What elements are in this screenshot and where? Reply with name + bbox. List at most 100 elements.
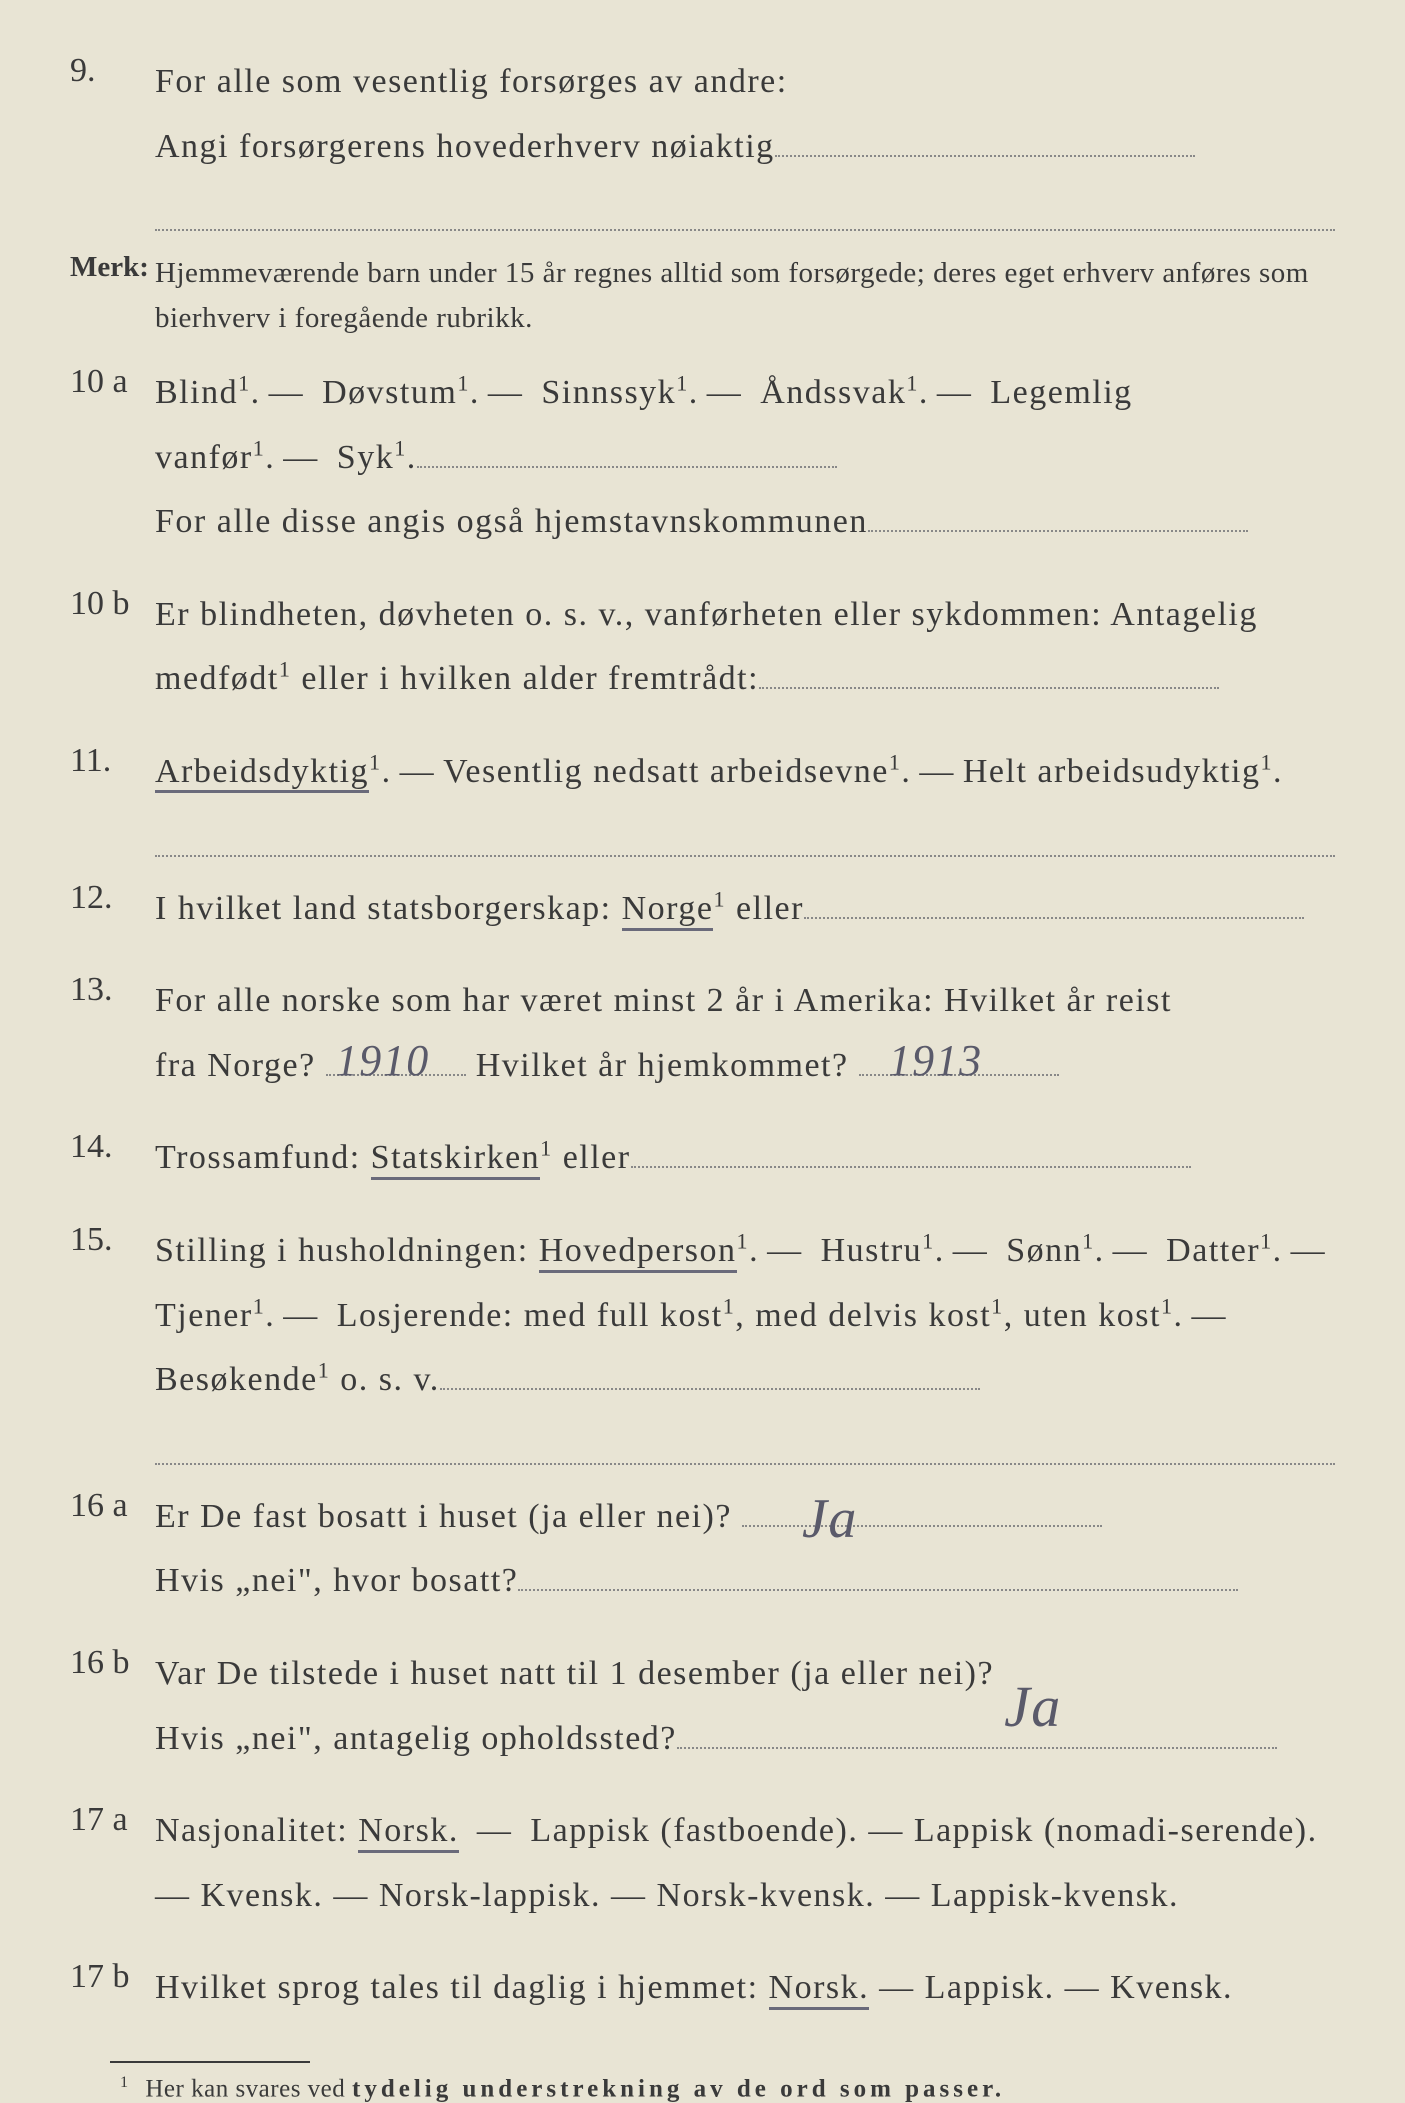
q16a-text2: Hvis „nei", hvor bosatt?	[155, 1562, 518, 1599]
opt-hustru: Hustru	[821, 1232, 923, 1269]
merk-label: Merk:	[70, 251, 155, 284]
q12-eller: eller	[726, 890, 804, 927]
q13-line2: fra Norge? 1910 Hvilket år hjemkommet? 1…	[155, 1034, 1335, 1099]
opt-dovstum: Døvstum	[322, 374, 457, 411]
opt-legemlig: Legemlig	[990, 374, 1132, 411]
q10a-line3-text: For alle disse angis også hjemstavnskomm…	[155, 503, 868, 540]
q16a-number: 16 a	[70, 1485, 155, 1525]
q10b-line2: medfødt1 eller i hvilken alder fremtrådt…	[155, 647, 1335, 712]
handwritten-year-left: 1910	[336, 1019, 430, 1103]
fill-line	[155, 833, 1335, 857]
question-13: 13. For alle norske som har været minst …	[70, 969, 1335, 1098]
q16b-line2: Hvis „nei", antagelig opholdssted?	[155, 1707, 1335, 1772]
fill-line	[677, 1708, 1277, 1749]
q9-number: 9.	[70, 50, 155, 90]
question-12: 12. I hvilket land statsborgerskap: Norg…	[70, 877, 1335, 942]
q13-content: For alle norske som har været minst 2 år…	[155, 969, 1335, 1098]
q10b-rest: eller i hvilken alder fremtrådt:	[291, 660, 759, 697]
opt-nedsatt: Vesentlig nedsatt arbeidsevne	[443, 753, 889, 790]
q11-number: 11.	[70, 740, 155, 780]
question-17b: 17 b Hvilket sprog tales til daglig i hj…	[70, 1956, 1335, 2021]
q12-number: 12.	[70, 877, 155, 917]
question-10b: 10 b Er blindheten, døvheten o. s. v., v…	[70, 583, 1335, 712]
fill-line	[155, 207, 1335, 231]
opt-udyktig: Helt arbeidsudyktig	[963, 753, 1261, 790]
fill-line	[804, 878, 1304, 919]
q15-number: 15.	[70, 1219, 155, 1259]
opt-vanfor: vanfør	[155, 439, 253, 476]
q13-number: 13.	[70, 969, 155, 1009]
opt-norsk-17a-selected: Norsk.	[358, 1812, 459, 1853]
fill-line	[868, 491, 1248, 532]
q17b-number: 17 b	[70, 1956, 155, 1996]
question-11: 11. Arbeidsdyktig1.—Vesentlig nedsatt ar…	[70, 740, 1335, 805]
q17b-text: Hvilket sprog tales til daglig i hjemmet…	[155, 1969, 769, 2006]
q14-text: Trossamfund:	[155, 1139, 371, 1176]
opt-norge-selected: Norge	[622, 890, 714, 931]
q14-content: Trossamfund: Statskirken1 eller	[155, 1126, 1335, 1191]
handwritten-ja-16b: Ja	[1004, 1652, 1062, 1762]
footnote-bold: tydelig understrekning av de ord som pas…	[352, 2075, 1005, 2102]
fill-line	[775, 116, 1195, 157]
q9-line2-wrap: Angi forsørgerens hovederhverv nøiaktig	[155, 115, 1335, 180]
fill-line: 1910	[326, 1035, 466, 1076]
q17a-number: 17 a	[70, 1799, 155, 1839]
opt-tjener: Tjener	[155, 1297, 253, 1334]
question-10a: 10 a Blind1.— Døvstum1.— Sinnssyk1.— Ånd…	[70, 361, 1335, 555]
merk-note: Merk: Hjemmeværende barn under 15 år reg…	[70, 251, 1335, 341]
q10a-line2: vanfør1.— Syk1.	[155, 426, 1335, 491]
q16b-content: Var De tilstede i huset natt til 1 desem…	[155, 1642, 1335, 1771]
q17b-rest: — Lappisk. — Kvensk.	[879, 1969, 1233, 2006]
fill-line	[631, 1128, 1191, 1169]
fill-line	[440, 1349, 980, 1390]
q16a-line2: Hvis „nei", hvor bosatt?	[155, 1549, 1335, 1614]
opt-syk: Syk	[337, 439, 394, 476]
footnote-rule	[110, 2061, 310, 2063]
opt-norsk-17b-selected: Norsk.	[769, 1969, 870, 2010]
q9-line1: For alle som vesentlig forsørges av andr…	[155, 50, 1335, 115]
q14-number: 14.	[70, 1126, 155, 1166]
q16b-number: 16 b	[70, 1642, 155, 1682]
handwritten-ja-16a: Ja	[802, 1466, 858, 1572]
q13-fra: fra Norge?	[155, 1047, 316, 1084]
opt-arbeidsdyktig-selected: Arbeidsdyktig	[155, 753, 369, 793]
q13-hjem: Hvilket år hjemkommet?	[476, 1047, 849, 1084]
question-16a: 16 a Er De fast bosatt i huset (ja eller…	[70, 1485, 1335, 1614]
q16a-text: Er De fast bosatt i huset (ja eller nei)…	[155, 1498, 732, 1535]
q14-eller: eller	[553, 1139, 631, 1176]
fill-line: Ja	[742, 1486, 1102, 1527]
opt-statskirken-selected: Statskirken	[371, 1139, 540, 1180]
q12-content: I hvilket land statsborgerskap: Norge1 e…	[155, 877, 1335, 942]
question-16b: 16 b Var De tilstede i huset natt til 1 …	[70, 1642, 1335, 1771]
q15-content: Stilling i husholdningen: Hovedperson1.—…	[155, 1219, 1335, 1413]
fill-line	[155, 1441, 1335, 1465]
fill-line: 1913	[859, 1035, 1059, 1076]
question-9: 9. For alle som vesentlig forsørges av a…	[70, 50, 1335, 179]
q15-osv: o. s. v.	[330, 1361, 440, 1398]
q10a-content: Blind1.— Døvstum1.— Sinnssyk1.— Åndssvak…	[155, 361, 1335, 555]
q12-text: I hvilket land statsborgerskap:	[155, 890, 622, 927]
q16a-line1: Er De fast bosatt i huset (ja eller nei)…	[155, 1485, 1335, 1550]
q16b-text2: Hvis „nei", antagelig opholdssted?	[155, 1720, 677, 1757]
q10b-line1: Er blindheten, døvheten o. s. v., vanfør…	[155, 583, 1335, 648]
q10a-number: 10 a	[70, 361, 155, 401]
opt-sinnssyk: Sinnssyk	[541, 374, 676, 411]
opt-andssvak: Åndssvak	[760, 374, 906, 411]
question-14: 14. Trossamfund: Statskirken1 eller	[70, 1126, 1335, 1191]
fill-line	[759, 649, 1219, 690]
q10b-number: 10 b	[70, 583, 155, 623]
opt-delvis: , med delvis kost	[735, 1297, 991, 1334]
fill-line	[518, 1551, 1238, 1592]
merk-text: Hjemmeværende barn under 15 år regnes al…	[155, 251, 1335, 341]
fill-line	[417, 427, 837, 468]
q13-line1: For alle norske som har været minst 2 år…	[155, 969, 1335, 1034]
opt-blind: Blind	[155, 374, 238, 411]
q10b-content: Er blindheten, døvheten o. s. v., vanfør…	[155, 583, 1335, 712]
question-17a: 17 a Nasjonalitet: Norsk. — Lappisk (fas…	[70, 1799, 1335, 1928]
q17a-content: Nasjonalitet: Norsk. — Lappisk (fastboen…	[155, 1799, 1335, 1928]
opt-medfodt: medfødt	[155, 660, 279, 697]
q16a-content: Er De fast bosatt i huset (ja eller nei)…	[155, 1485, 1335, 1614]
opt-losjerende: Losjerende: med full kost	[337, 1297, 723, 1334]
footnote: 1 Her kan svares ved tydelig understrekn…	[120, 2073, 1335, 2103]
q15-text: Stilling i husholdningen:	[155, 1232, 539, 1269]
